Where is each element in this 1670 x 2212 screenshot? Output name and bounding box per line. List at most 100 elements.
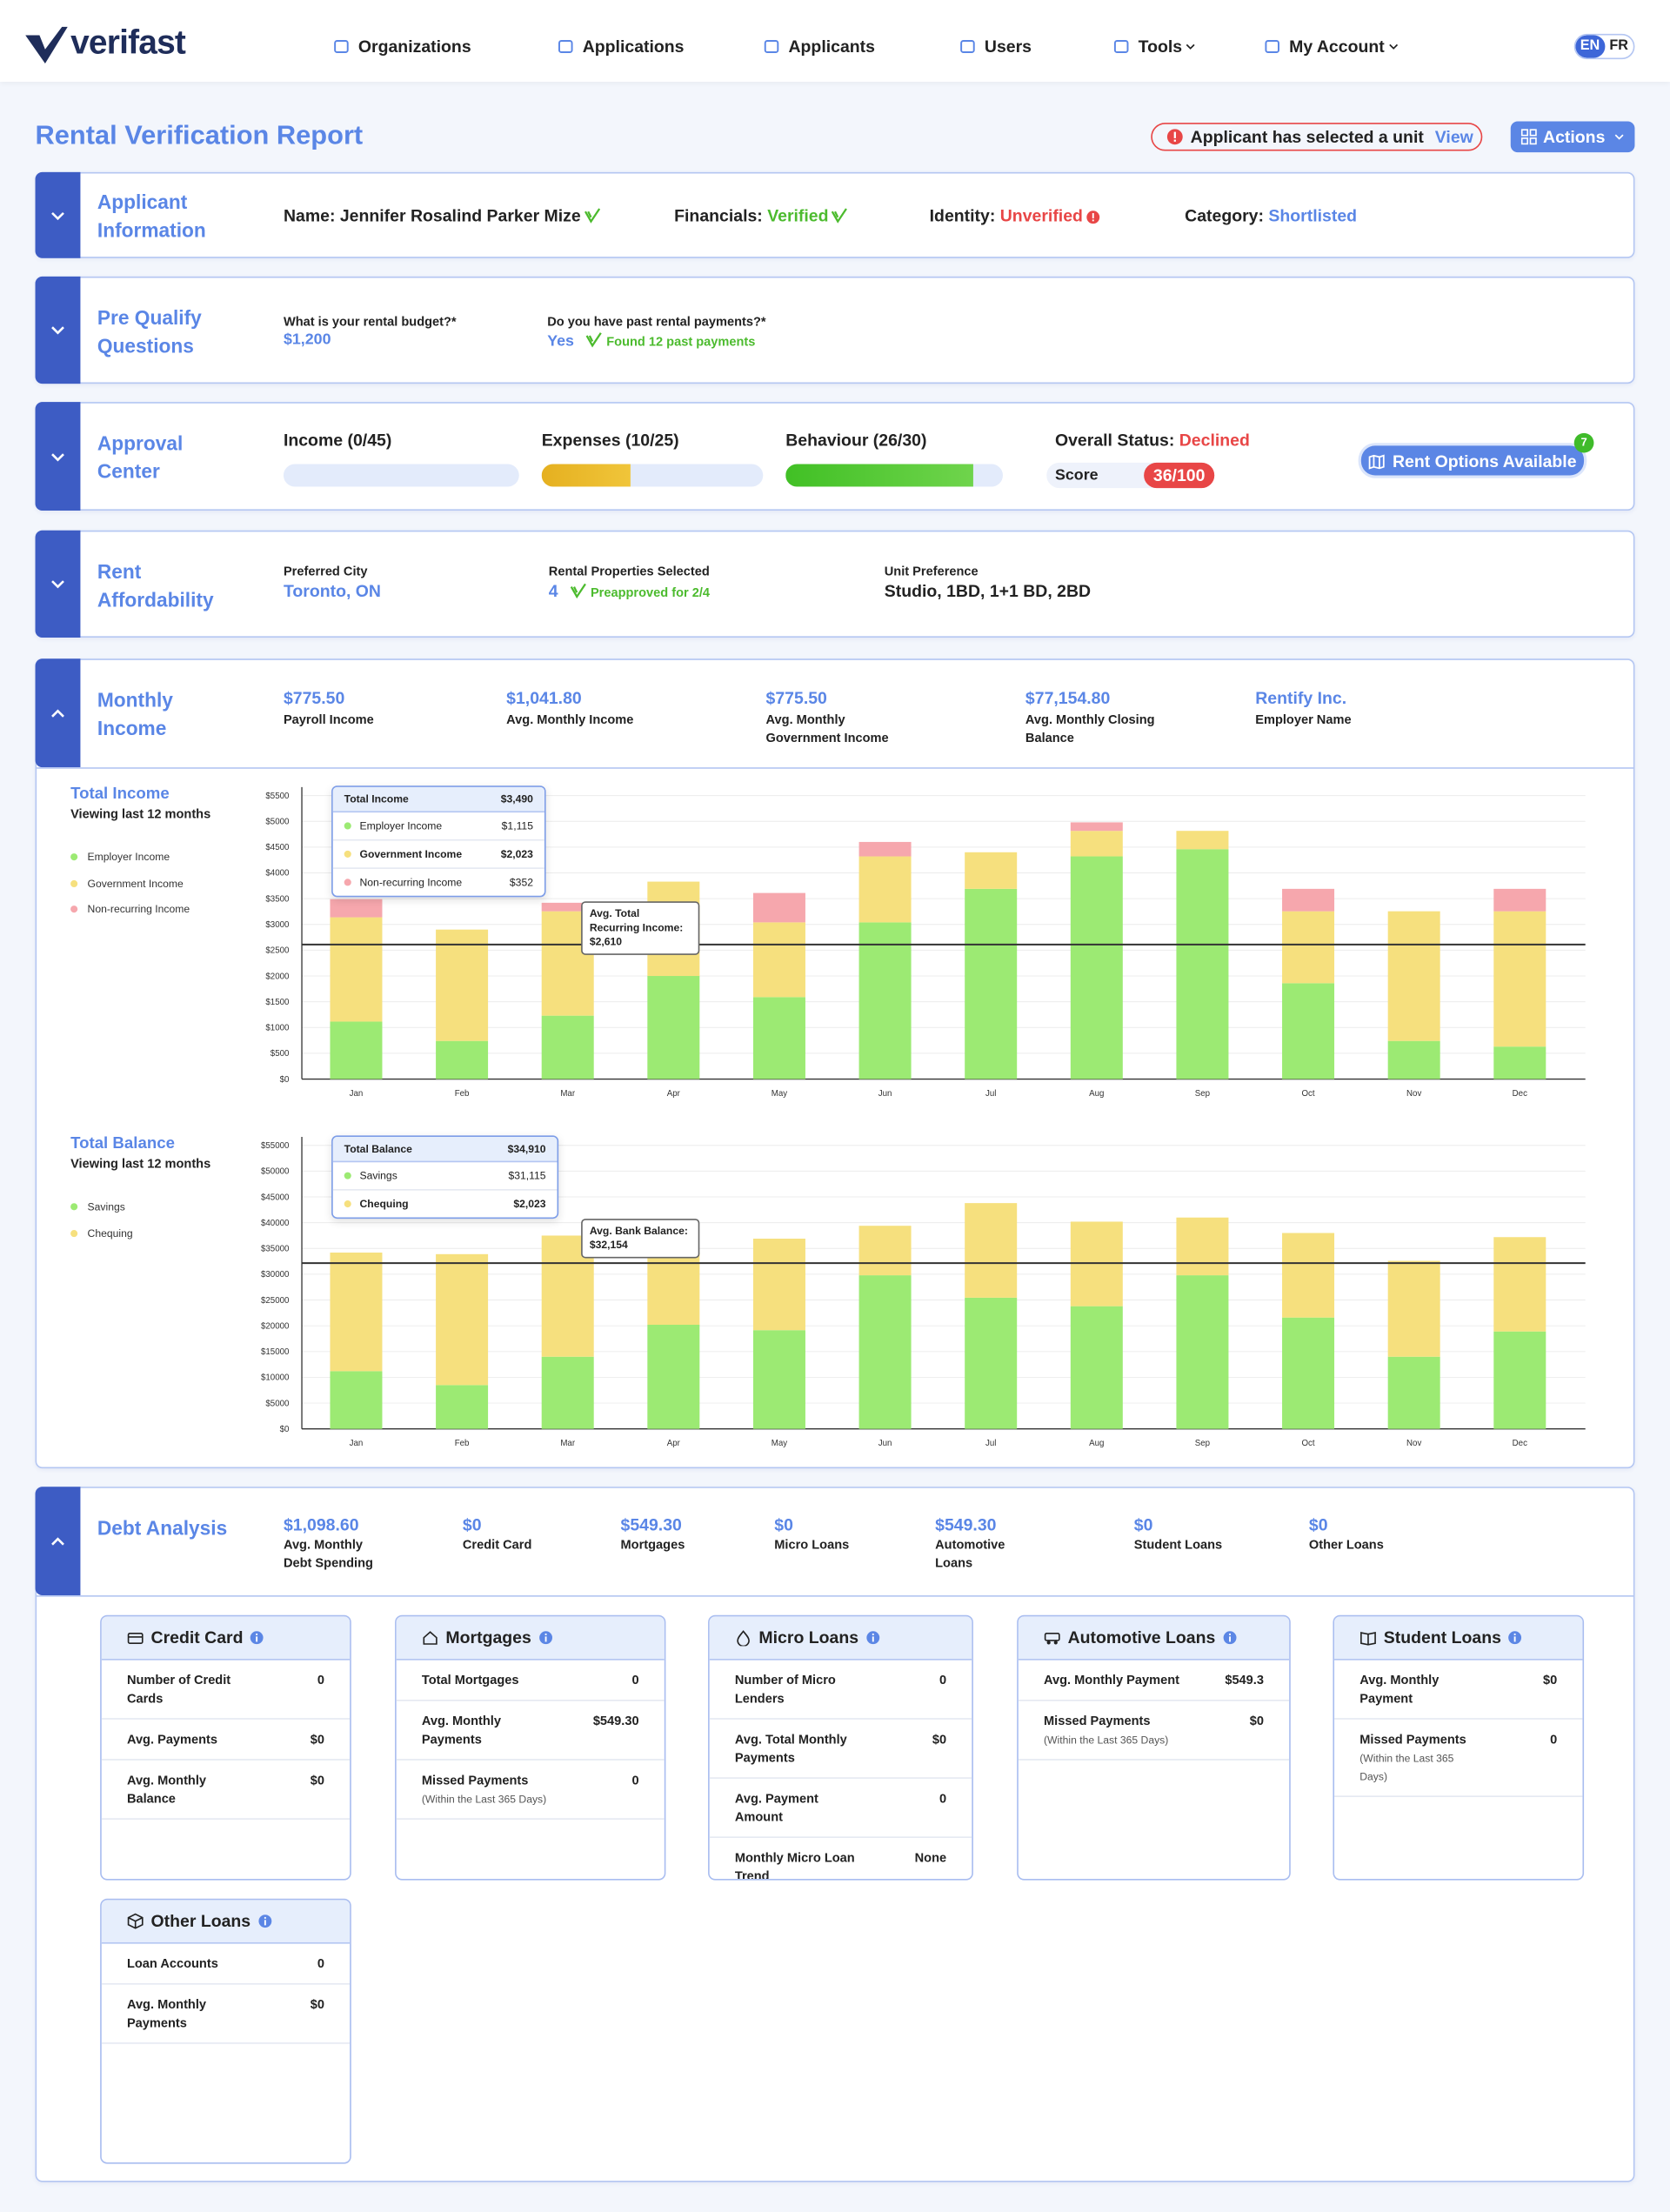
- row-label-text: Loan Accounts: [126, 1956, 218, 1971]
- answer: $1,200: [283, 331, 331, 349]
- nav-icon: [1113, 40, 1129, 53]
- stat-label: Avg. Monthly Closing Balance: [1025, 712, 1155, 745]
- row-value: 0: [317, 1956, 324, 1971]
- progress-track: [541, 464, 764, 487]
- row-value: 0: [631, 1773, 639, 1788]
- row-value: 0: [1550, 1732, 1558, 1747]
- section-title: Approval Center: [97, 431, 184, 483]
- field-value: Toronto, ON: [283, 581, 381, 601]
- nav-icon: [960, 40, 975, 53]
- rent-options-button[interactable]: Rent Options Available: [1360, 445, 1585, 476]
- tooltip-name: Non-recurring Income: [359, 876, 463, 889]
- card-title: Student Loans: [1383, 1627, 1501, 1648]
- nav-icon: [558, 40, 573, 53]
- chevron: [1388, 43, 1398, 50]
- section: Debt Analysis $1,098.60 Avg. Monthly Debt …: [35, 1487, 1635, 2182]
- section-toggle[interactable]: [35, 402, 81, 511]
- nav-icon: [334, 40, 349, 53]
- progress-fill: [541, 464, 631, 487]
- row-label: Avg. Monthly Payments: [127, 1996, 250, 2033]
- tooltip-value: $1,115: [501, 819, 533, 832]
- chevron: [1186, 43, 1195, 50]
- section-toggle[interactable]: [35, 1487, 81, 1596]
- field-value: Shortlisted: [1268, 205, 1358, 226]
- section-toggle[interactable]: [35, 658, 81, 768]
- nav-item[interactable]: Organizations: [333, 37, 471, 57]
- tooltip-value: $31,115: [508, 1169, 546, 1182]
- info-icon: [865, 1631, 879, 1645]
- row-label-text: Avg. Payment Amount: [734, 1791, 818, 1824]
- info-field: Financials: Verified: [674, 205, 848, 226]
- row-label-text: Number of Micro Lenders: [734, 1673, 836, 1706]
- tooltip-name: Savings: [359, 1169, 397, 1182]
- language-option[interactable]: FR: [1609, 37, 1629, 54]
- check-icon: [832, 208, 848, 224]
- actions-button[interactable]: Actions: [1510, 121, 1635, 153]
- props-count: 4: [548, 581, 558, 601]
- row-label-text: Missed Payments: [1044, 1714, 1151, 1728]
- question: Do you have past rental payments?*: [547, 314, 766, 329]
- nav-icon: [1265, 40, 1279, 53]
- nav-item[interactable]: Tools: [1112, 37, 1196, 57]
- stat-value: $549.30: [620, 1514, 682, 1535]
- debt-card: Automotive Loans Avg. Monthly Payment $549…: [1017, 1614, 1291, 1881]
- chart-title: Total Income: [70, 785, 170, 803]
- tooltip-row: Savings $31,115: [332, 1162, 558, 1191]
- section: Rent Affordability Preferred City Toronto,…: [35, 530, 1635, 638]
- tooltip-total: $34,910: [507, 1142, 546, 1156]
- legend-swatch: [70, 1203, 78, 1211]
- status-label: Overall Status:: [1054, 430, 1175, 451]
- legend-item: Chequing: [70, 1226, 133, 1240]
- tooltip: Total Income $3,490 Employer Income $1,115 G…: [331, 785, 546, 898]
- tooltip-row: Employer Income $1,115: [332, 812, 544, 841]
- info-icon: [538, 1631, 552, 1645]
- info-icon: [250, 1631, 264, 1645]
- legend-item: Government Income: [70, 877, 184, 889]
- row-value: None: [914, 1850, 947, 1865]
- section-toggle[interactable]: [35, 530, 81, 638]
- stat-value: $1,098.60: [283, 1514, 359, 1535]
- card-row: Avg. Monthly Payment $0: [1334, 1661, 1583, 1720]
- tooltip-swatch: [344, 1200, 351, 1208]
- card-row: Avg. Monthly Payment $549.3: [1018, 1661, 1290, 1701]
- card-title: Automotive Loans: [1067, 1627, 1216, 1648]
- card-header: Student Loans: [1334, 1616, 1583, 1661]
- stat-value: $775.50: [765, 688, 827, 709]
- card-row: Number of Credit Cards 0: [101, 1661, 351, 1720]
- tooltip-row: Chequing $2,023: [333, 1191, 558, 1218]
- section-toggle[interactable]: [35, 276, 81, 384]
- language-option[interactable]: EN: [1575, 35, 1605, 58]
- field-label: Rental Properties Selected: [548, 564, 710, 578]
- nav-item[interactable]: Applicants: [763, 37, 875, 57]
- separator: [35, 1595, 1635, 1597]
- row-value: $0: [310, 1997, 324, 2012]
- chart-subtitle: Viewing last 12 months: [70, 1156, 211, 1171]
- field-value: Jennifer Rosalind Parker Mize: [339, 205, 581, 226]
- stat-value: $0: [462, 1514, 482, 1535]
- status-value: Declined: [1179, 430, 1250, 451]
- field-label: Category:: [1185, 205, 1264, 226]
- card-icon: [1044, 1633, 1060, 1645]
- score-label: Score: [1054, 466, 1099, 485]
- section-toggle[interactable]: [35, 171, 81, 258]
- tooltip-row: Government Income $2,023: [332, 840, 544, 869]
- card-icon: [423, 1631, 438, 1645]
- field-label: Financials:: [674, 205, 763, 226]
- stat-value: $549.30: [935, 1514, 997, 1535]
- actions-label: Actions: [1543, 126, 1606, 147]
- nav-item[interactable]: My Account: [1264, 37, 1399, 57]
- card-row: Monthly Micro Loan Trend(Within the Last…: [710, 1838, 972, 1879]
- row-label: Avg. Payments: [127, 1731, 217, 1749]
- chart-title: Total Balance: [70, 1135, 175, 1153]
- field-label: Name:: [283, 205, 336, 226]
- nav-item[interactable]: Users: [959, 37, 1032, 57]
- tooltip-title: Total Balance: [344, 1142, 412, 1156]
- info-icon: [1508, 1631, 1522, 1645]
- view-link[interactable]: View: [1434, 126, 1473, 147]
- card-row: Missed Payments (Within the Last 365 Days…: [396, 1761, 665, 1820]
- row-label: Monthly Micro Loan Trend(Within the Last…: [735, 1849, 866, 1879]
- nav-item[interactable]: Applications: [558, 37, 685, 57]
- legend-item: Non-recurring Income: [70, 903, 190, 915]
- info-icon: [257, 1915, 271, 1928]
- nav-label: Applications: [582, 37, 685, 57]
